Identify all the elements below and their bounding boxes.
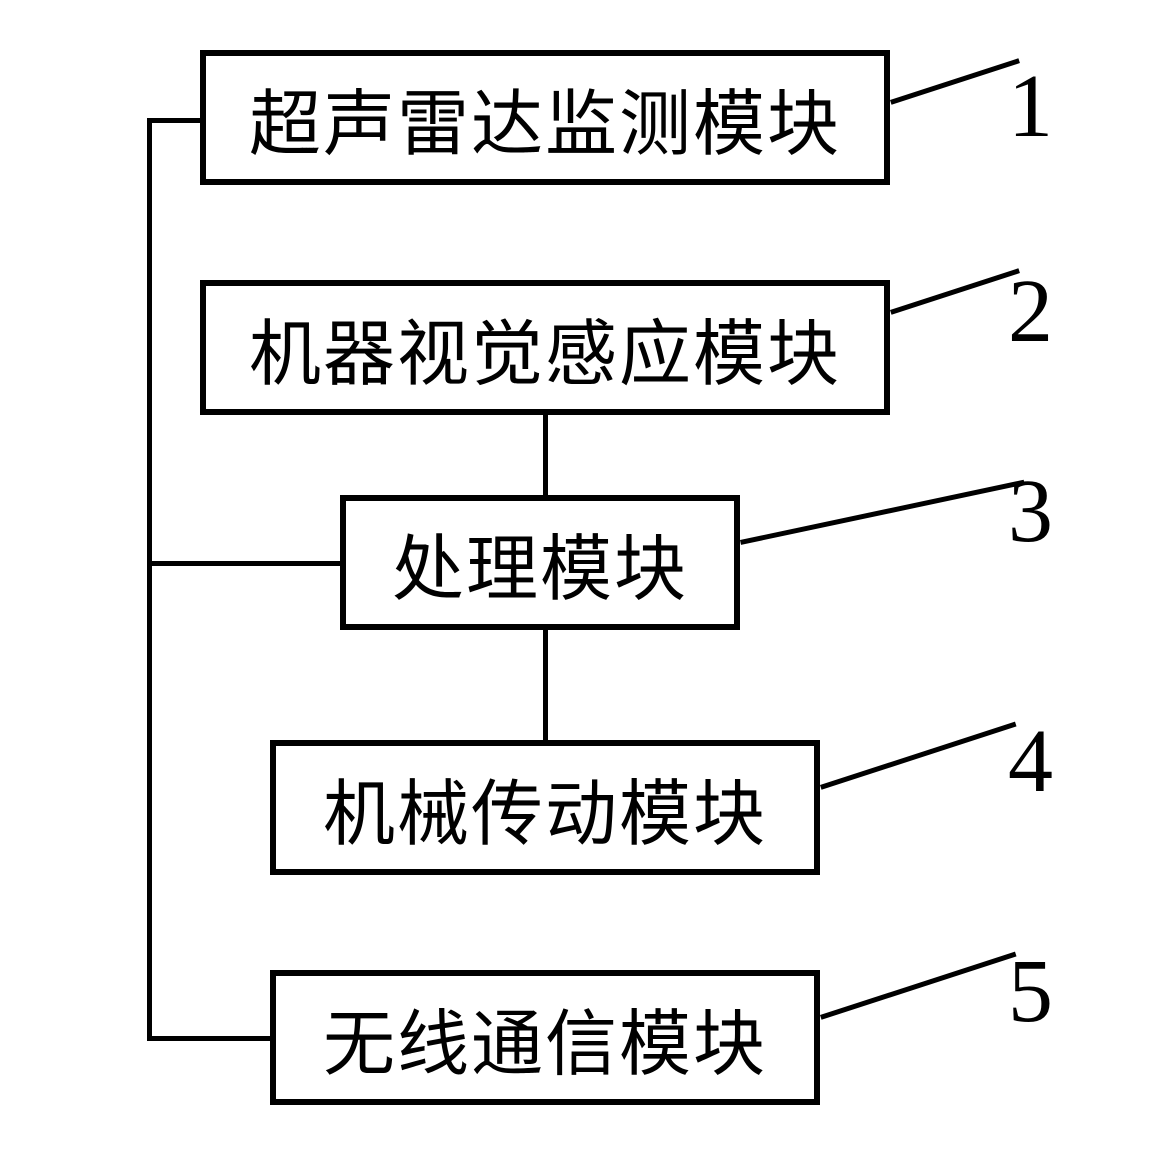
- box-mechanical-transmission: 机械传动模块: [270, 740, 820, 875]
- leader-line: [740, 480, 1025, 545]
- connector-line: [147, 561, 340, 566]
- box-label: 无线通信模块: [323, 985, 767, 1090]
- leader-line: [890, 58, 1020, 104]
- box-label: 机械传动模块: [323, 755, 767, 860]
- connector-line: [543, 630, 548, 740]
- box-machine-vision-sensing: 机器视觉感应模块: [200, 280, 890, 415]
- connector-line: [147, 565, 152, 1040]
- box-wireless-communication: 无线通信模块: [270, 970, 820, 1105]
- leader-line: [820, 722, 1017, 790]
- block-diagram: 超声雷达监测模块 机器视觉感应模块 处理模块 机械传动模块 无线通信模块 1 2…: [90, 50, 1060, 1110]
- leader-line: [890, 268, 1020, 314]
- label-1: 1: [1008, 55, 1053, 158]
- leader-line: [820, 952, 1017, 1020]
- box-ultrasonic-radar-monitoring: 超声雷达监测模块: [200, 50, 890, 185]
- connector-line: [543, 415, 548, 495]
- box-label: 超声雷达监测模块: [249, 65, 841, 170]
- connector-line: [147, 118, 152, 565]
- label-2: 2: [1008, 260, 1053, 363]
- label-3: 3: [1008, 460, 1053, 563]
- connector-line: [147, 118, 200, 123]
- connector-line: [147, 1036, 270, 1041]
- box-label: 机器视觉感应模块: [249, 295, 841, 400]
- box-label: 处理模块: [392, 510, 688, 615]
- box-processing: 处理模块: [340, 495, 740, 630]
